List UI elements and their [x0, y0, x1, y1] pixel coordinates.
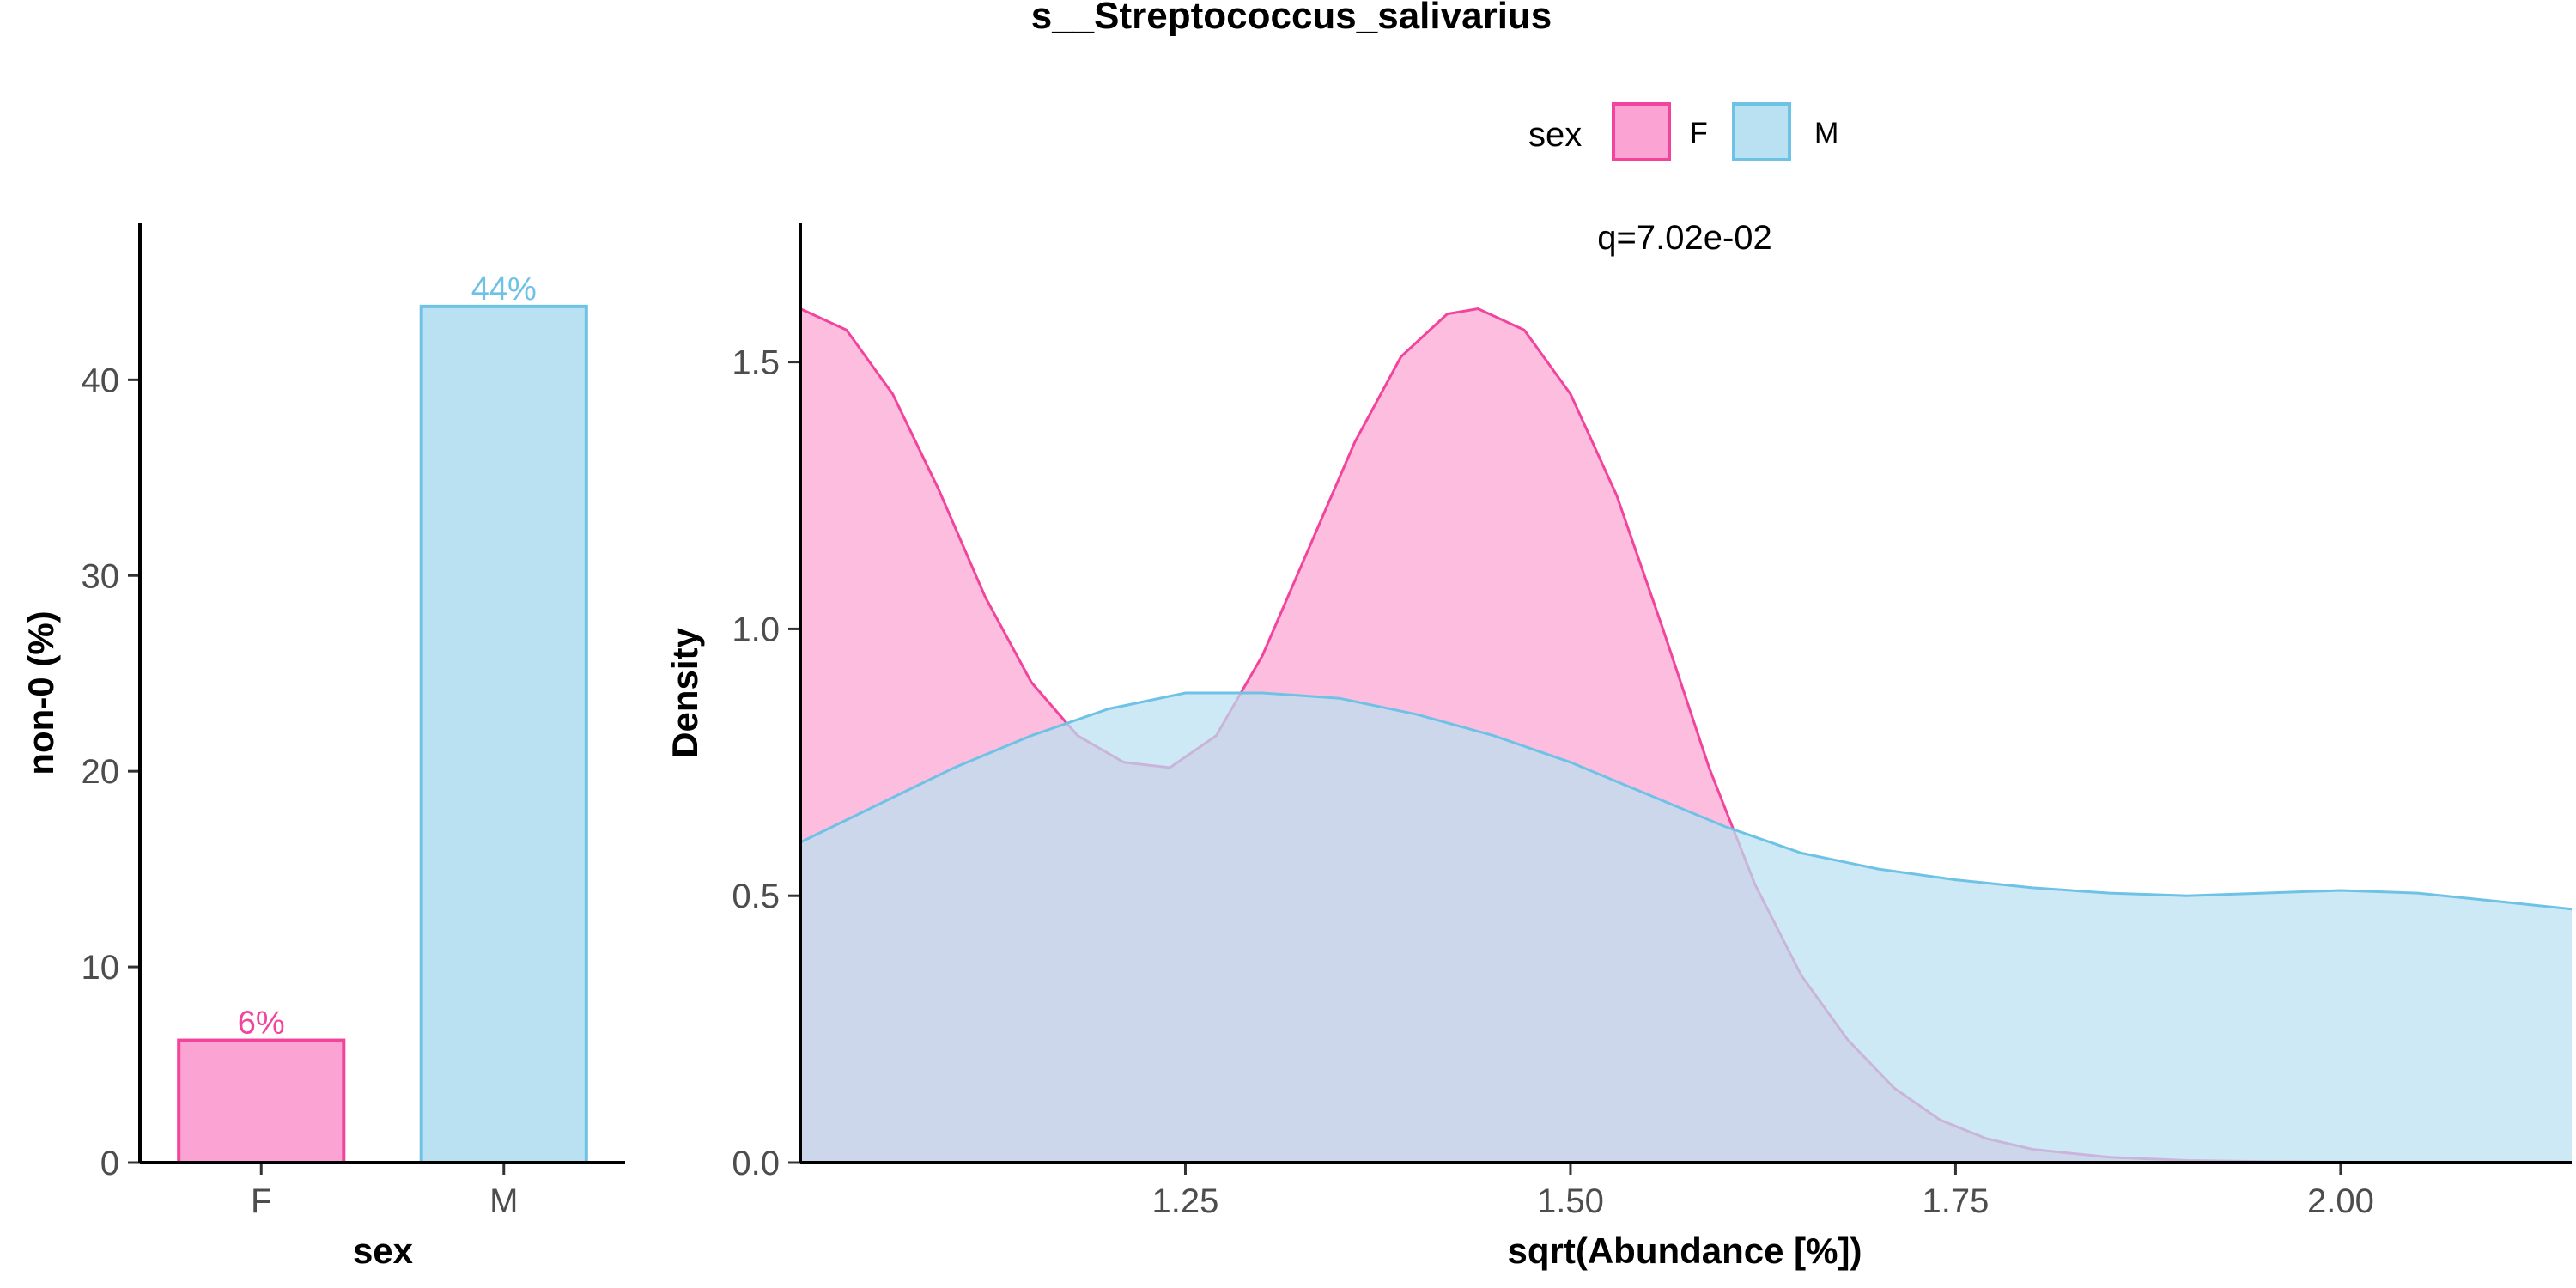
- bar-f: [177, 1038, 346, 1165]
- bar-y-tick-label: 10: [82, 949, 120, 987]
- legend-title: sex: [1528, 116, 1582, 154]
- bar-value-label-f: 6%: [238, 1005, 285, 1042]
- bar-y-ticks: 0 10 20 30 40: [82, 361, 140, 1182]
- density-area-m: [800, 693, 2572, 1163]
- density-x-axis-title: sqrt(Abundance [%]): [1508, 1230, 1862, 1271]
- chart-title: s__Streptococcus_salivarius: [1031, 0, 1552, 37]
- density-line-m: [799, 691, 2573, 911]
- density-y-tick-label: 1.5: [732, 344, 780, 382]
- bar-x-tick-label: F: [251, 1182, 271, 1220]
- bar-x-axis-title: sex: [353, 1230, 414, 1271]
- density-y-tick-label: 0.5: [732, 878, 780, 915]
- bar-y-axis-title: non-0 (%): [21, 611, 61, 775]
- bar-value-label-m: 44%: [471, 271, 537, 307]
- density-y-tick-label: 0.0: [732, 1145, 780, 1182]
- density-areas: [799, 307, 2573, 1164]
- bar-y-tick-label: 20: [82, 753, 120, 791]
- density-x-tick-label: 1.25: [1152, 1182, 1219, 1220]
- bar-x-tick-label: M: [489, 1182, 518, 1220]
- density-y-ticks: 0.0 0.5 1.0 1.5: [732, 344, 800, 1182]
- legend-label-m: M: [1814, 117, 1838, 149]
- legend: sex F M: [1528, 102, 1838, 161]
- density-panel: 0.0 0.5 1.0 1.5 1.25 1.50 1.75 2.00 q=7.02e-02…: [665, 219, 2573, 1271]
- density-y-axis-title: Density: [665, 628, 705, 758]
- bar-y-tick-label: 0: [100, 1145, 119, 1182]
- legend-swatch-f: [1612, 102, 1671, 161]
- density-x-tick-label: 1.50: [1537, 1182, 1604, 1220]
- bar-m: [419, 304, 588, 1165]
- density-x-tick-label: 2.00: [2307, 1182, 2374, 1220]
- legend-label-f: F: [1690, 117, 1708, 149]
- bar-y-tick-label: 30: [82, 557, 120, 595]
- q-value-annotation: q=7.02e-02: [1597, 219, 1772, 257]
- bar-marks: 6% 44%: [177, 271, 588, 1165]
- density-y-tick-label: 1.0: [732, 611, 780, 648]
- legend-swatch-m: [1732, 102, 1791, 161]
- density-x-ticks: 1.25 1.50 1.75 2.00: [1152, 1163, 2374, 1220]
- density-x-tick-label: 1.75: [1923, 1182, 1990, 1220]
- bar-y-tick-label: 40: [82, 361, 120, 399]
